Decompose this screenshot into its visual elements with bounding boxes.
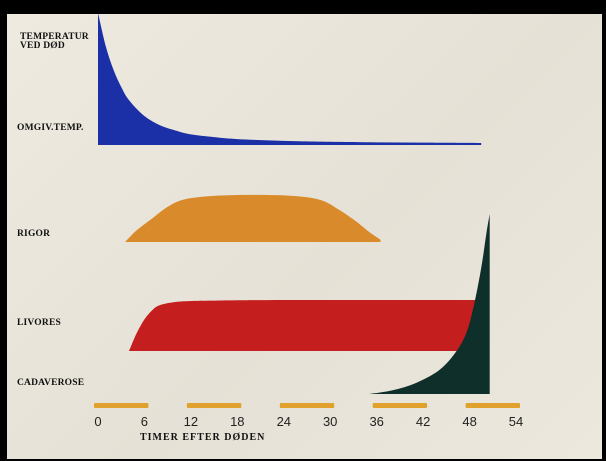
- label-cadaverose: CADAVEROSE: [17, 378, 84, 388]
- series-labels: TEMPERATUR VED DØD OMGIV.TEMP. RIGOR LIV…: [17, 32, 89, 388]
- x-tick-label-42: 42: [416, 414, 430, 429]
- x-axis-title: TIMER EFTER DØDEN: [140, 432, 265, 443]
- x-tick-label-48: 48: [462, 414, 476, 429]
- label-omgiv-temp: OMGIV.TEMP.: [17, 123, 84, 133]
- label-temperatur-line2: VED DØD: [20, 41, 65, 51]
- x-tick-label-18: 18: [230, 414, 244, 429]
- label-temperatur-line1: TEMPERATUR: [20, 32, 89, 42]
- x-tick-label-12: 12: [184, 414, 198, 429]
- x-tick-label-36: 36: [369, 414, 383, 429]
- x-tick-label-0: 0: [94, 414, 101, 429]
- label-rigor: RIGOR: [17, 229, 50, 239]
- area-livores: [129, 299, 485, 351]
- x-tick-label-24: 24: [277, 414, 291, 429]
- interval-bar-12-18: [186, 403, 242, 408]
- x-tick-label-30: 30: [323, 414, 337, 429]
- area-temperatur-ved-d-d: [98, 13, 482, 145]
- interval-bar-0-6: [94, 403, 149, 408]
- area-cadaverose: [368, 214, 490, 394]
- label-livores: LIVORES: [17, 318, 61, 328]
- x-axis-ticks: 0 6 12 18 24 30 36 42 48 54: [94, 403, 523, 429]
- area-rigor: [125, 194, 381, 242]
- interval-bar-24-30: [279, 403, 335, 408]
- interval-bar-36-42: [372, 403, 428, 408]
- x-tick-label-54: 54: [509, 414, 523, 429]
- interval-bar-48-54: [465, 403, 520, 408]
- x-tick-label-6: 6: [141, 414, 148, 429]
- chart-areas: [98, 13, 490, 394]
